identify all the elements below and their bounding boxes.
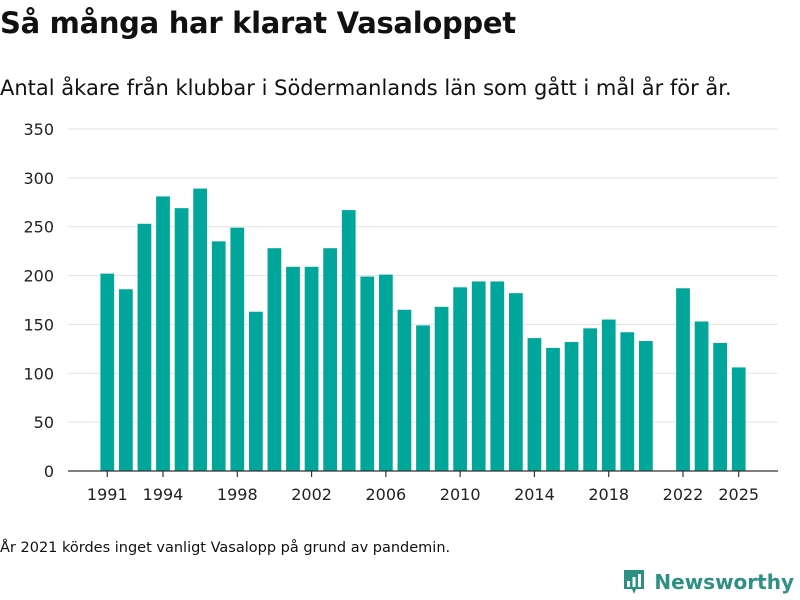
bar-2004[interactable] <box>341 210 356 472</box>
x-tick-label: 1991 <box>87 485 128 504</box>
bar-2008[interactable] <box>416 325 430 471</box>
bar-2024[interactable] <box>713 342 728 471</box>
y-tick-label: 200 <box>23 267 54 286</box>
bar-2002[interactable] <box>304 266 319 471</box>
y-tick-label: 250 <box>23 218 54 237</box>
axis-layer <box>68 470 778 477</box>
y-tick-label: 50 <box>34 413 54 432</box>
brand[interactable]: Newsworthy <box>622 568 794 596</box>
bar-layer <box>100 188 746 472</box>
bar-2016[interactable] <box>564 342 579 471</box>
x-tick-label: 2018 <box>588 485 629 504</box>
bar-2025[interactable] <box>731 367 746 471</box>
y-tick-label: 300 <box>23 169 54 188</box>
bar-2019[interactable] <box>620 332 635 471</box>
bar-1999[interactable] <box>248 311 263 471</box>
newsworthy-logo-icon <box>624 570 645 594</box>
y-tick-label: 100 <box>23 364 54 383</box>
brand-name: Newsworthy <box>654 570 794 594</box>
bar-2003[interactable] <box>323 248 338 471</box>
bar-1993[interactable] <box>137 223 152 471</box>
bar-1991[interactable] <box>100 273 115 471</box>
bar-2012[interactable] <box>490 281 505 471</box>
chart-subtitle: Antal åkare från klubbar i Södermanlands… <box>0 76 732 100</box>
bar-2006[interactable] <box>378 274 393 471</box>
bar-2001[interactable] <box>286 266 300 471</box>
x-tick-labels: 1991 1994 1998 2002 2006 2010 2014 2018 2022 2025 <box>87 485 759 504</box>
bar-1996[interactable] <box>193 188 208 471</box>
x-tick-label: 2006 <box>365 485 406 504</box>
bar-2014[interactable] <box>527 338 542 471</box>
bar-2005[interactable] <box>360 276 375 471</box>
bar-2007[interactable] <box>397 309 412 471</box>
bar-2010[interactable] <box>453 287 468 471</box>
y-tick-label: 350 <box>23 120 54 139</box>
x-tick-label: 1998 <box>217 485 258 504</box>
x-tick-label: 2002 <box>291 485 332 504</box>
y-tick-labels: 0 50 100 150 200 250 300 350 <box>23 120 54 481</box>
y-tick-label: 150 <box>23 315 54 334</box>
chart-title: Så många har klarat Vasaloppet <box>0 6 516 40</box>
bar-2020[interactable] <box>638 341 653 471</box>
x-tick-label: 2014 <box>514 485 555 504</box>
bar-chart: 0 50 100 150 200 250 300 350 1991 1994 1998 2002 20… <box>23 120 778 504</box>
bar-2022[interactable] <box>676 288 690 471</box>
x-tick-label: 2010 <box>440 485 481 504</box>
footnote: År 2021 kördes inget vanligt Vasalopp på… <box>0 540 451 556</box>
bar-2023[interactable] <box>694 321 709 471</box>
bar-2009[interactable] <box>434 306 449 471</box>
x-tick-label: 2022 <box>663 485 704 504</box>
x-tick-label: 1994 <box>143 485 184 504</box>
bar-1994[interactable] <box>156 196 170 471</box>
bar-1995[interactable] <box>174 208 189 472</box>
x-tick-label: 2025 <box>718 485 759 504</box>
bar-2015[interactable] <box>546 347 560 471</box>
bar-1998[interactable] <box>230 227 245 471</box>
bar-2000[interactable] <box>267 248 282 471</box>
bar-2018[interactable] <box>601 319 616 471</box>
bar-1992[interactable] <box>118 289 133 471</box>
bar-2013[interactable] <box>508 293 523 471</box>
y-tick-label: 0 <box>44 462 54 481</box>
bar-2017[interactable] <box>583 328 598 471</box>
bar-2011[interactable] <box>471 281 486 471</box>
bar-1997[interactable] <box>211 241 226 471</box>
